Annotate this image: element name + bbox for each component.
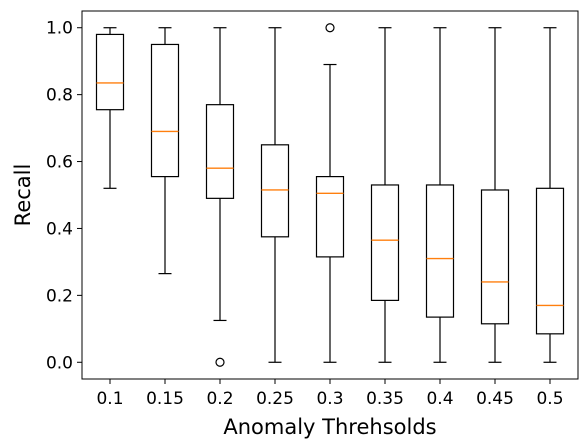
x-tick-label: 0.45 xyxy=(476,389,514,409)
y-tick-label: 0.8 xyxy=(46,86,73,106)
iqr-box xyxy=(150,43,180,178)
box-0.25 xyxy=(260,27,290,363)
box-0.2 xyxy=(205,27,235,367)
box-0.15 xyxy=(150,27,180,275)
box-0.1 xyxy=(95,27,125,189)
iqr-box xyxy=(480,189,510,325)
iqr-box xyxy=(95,33,125,111)
box-0.5 xyxy=(535,27,565,363)
y-axis-label: Recall xyxy=(11,164,35,227)
iqr-box xyxy=(315,176,345,258)
iqr-box xyxy=(205,104,235,199)
iqr-box xyxy=(260,144,290,238)
x-axis: 0.1 0.15 0.2 0.25 0.3 0.35 0.4 0.45 0.5 xyxy=(96,379,564,409)
x-axis-label: Anomaly Threhsolds xyxy=(223,415,436,439)
box-0.3 xyxy=(315,23,345,363)
outlier-point xyxy=(325,23,335,33)
y-tick-label: 0.4 xyxy=(46,219,73,239)
iqr-box xyxy=(535,187,565,335)
y-axis: 0.0 0.2 0.4 0.6 0.8 1.0 xyxy=(46,19,82,373)
box-0.35 xyxy=(370,27,400,363)
box-0.45 xyxy=(480,27,510,363)
x-tick-label: 0.1 xyxy=(96,389,123,409)
x-tick-label: 0.2 xyxy=(206,389,233,409)
box-0.4 xyxy=(425,27,455,363)
x-tick-label: 0.35 xyxy=(366,389,404,409)
x-tick-label: 0.3 xyxy=(316,389,343,409)
outlier-point xyxy=(215,357,225,367)
y-tick-label: 0.6 xyxy=(46,153,73,173)
x-tick-label: 0.25 xyxy=(256,389,294,409)
x-tick-label: 0.5 xyxy=(536,389,563,409)
boxes-layer xyxy=(95,23,565,367)
y-tick-label: 1.0 xyxy=(46,19,73,39)
x-tick-label: 0.4 xyxy=(426,389,453,409)
iqr-box xyxy=(370,184,400,301)
y-tick-label: 0.2 xyxy=(46,286,73,306)
x-tick-label: 0.15 xyxy=(146,389,184,409)
iqr-box xyxy=(425,184,455,318)
y-tick-label: 0.0 xyxy=(46,353,73,373)
